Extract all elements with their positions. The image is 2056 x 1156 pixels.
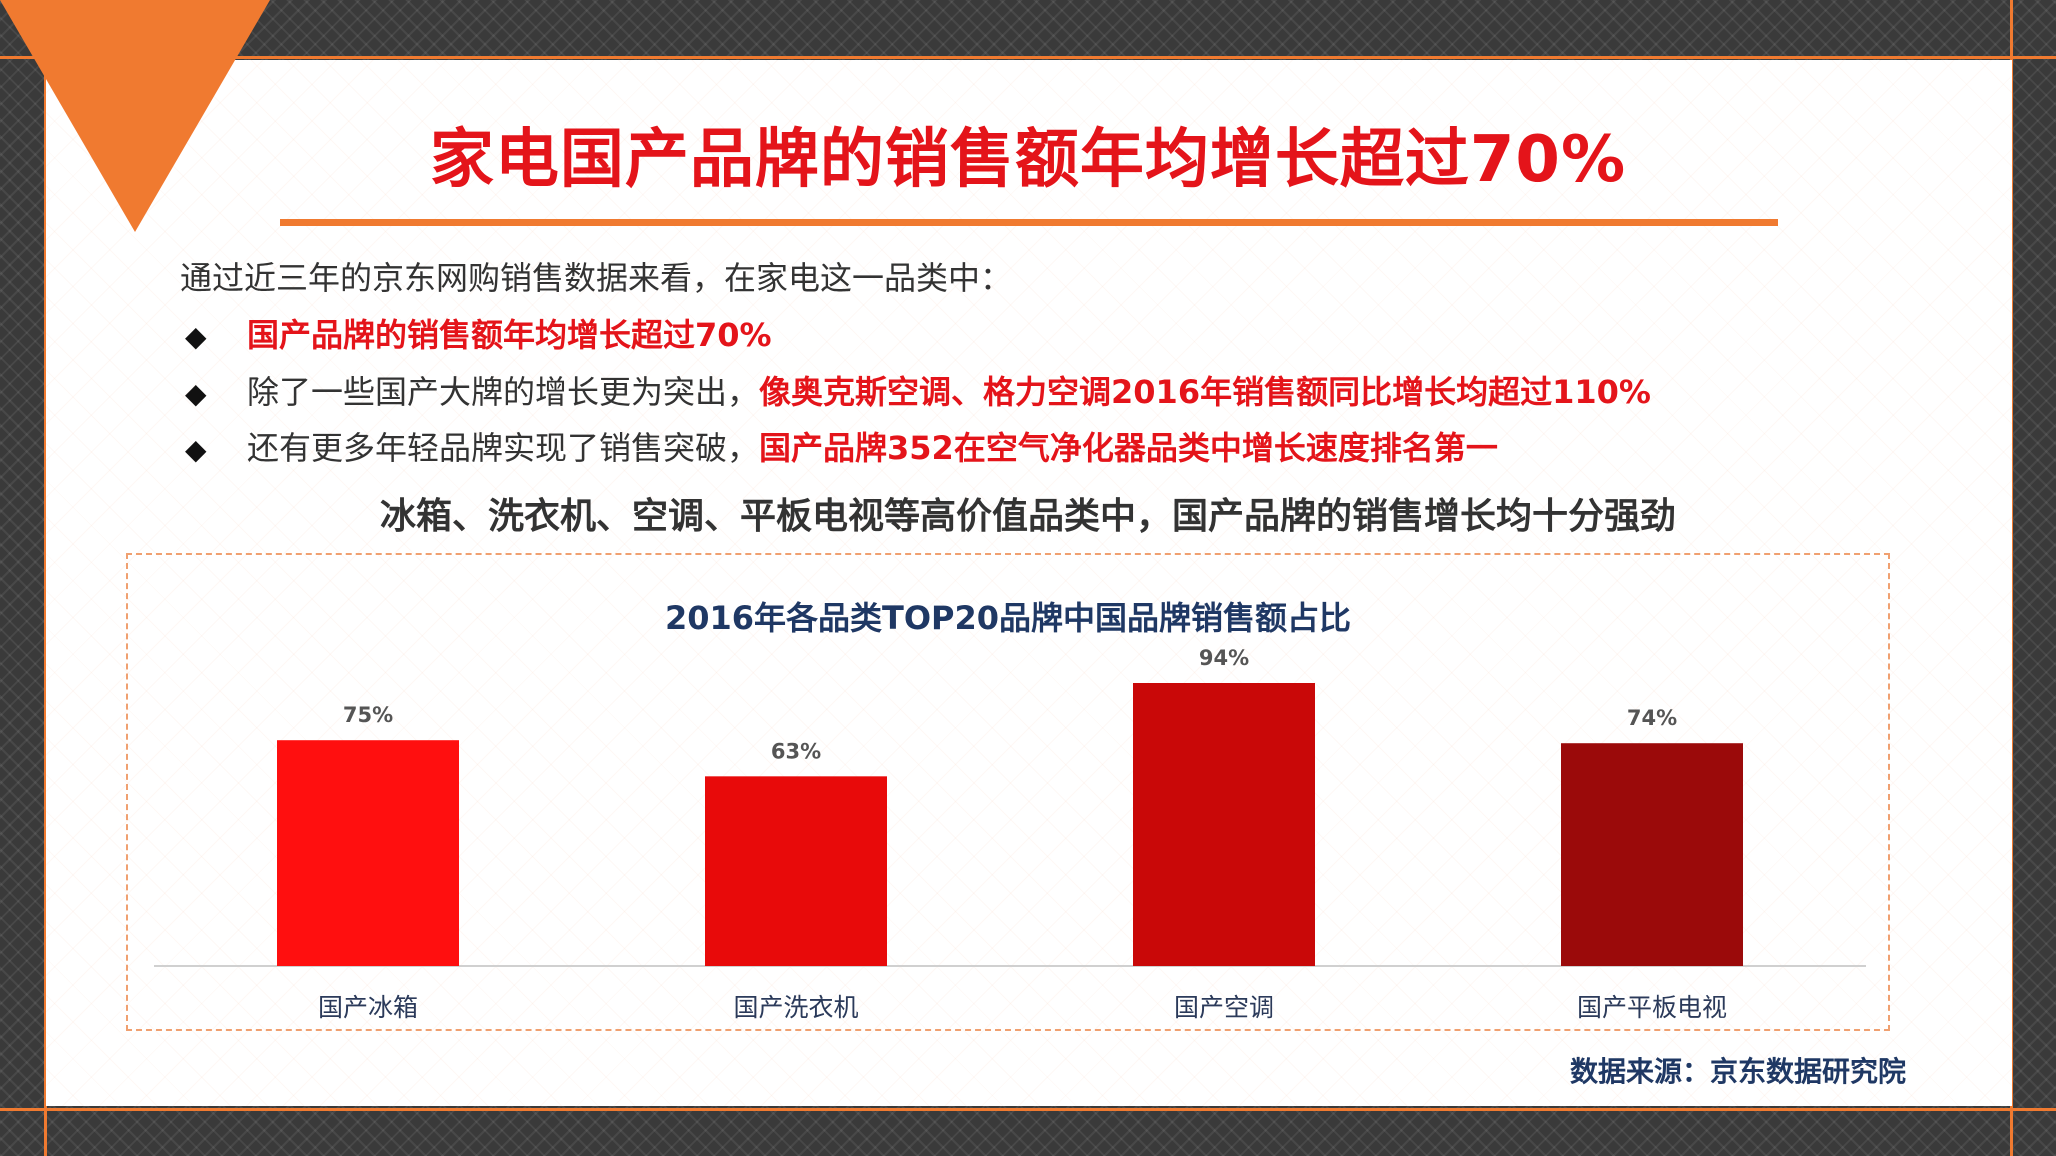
bar-value-label: 94% [1199, 646, 1249, 670]
bullet-highlight-text: 像奥克斯空调、格力空调2016年销售额同比增长均超过110% [759, 373, 1651, 411]
bullet-highlight-text: 国产品牌352在空气净化器品类中增长速度排名第一 [759, 429, 1498, 467]
frame-line-left [44, 0, 47, 1156]
corner-triangle-decoration [0, 0, 270, 232]
bar [1561, 743, 1743, 966]
frame-line-top [0, 56, 2056, 59]
chart-title: 2016年各品类TOP20品牌中国品牌销售额占比 [664, 599, 1352, 637]
bar-value-label: 74% [1627, 706, 1677, 730]
intro-text: 通过近三年的京东网购销售数据来看，在家电这一品类中： [180, 259, 1013, 297]
category-label: 国产平板电视 [1577, 993, 1727, 1022]
bar-value-label: 63% [771, 739, 821, 763]
bar [1133, 683, 1315, 966]
bullet-item-3: ◆ 还有更多年轻品牌实现了销售突破，国产品牌352在空气净化器品类中增长速度排名第… [185, 423, 1498, 469]
category-label: 国产空调 [1174, 993, 1274, 1022]
category-label: 国产冰箱 [318, 993, 418, 1022]
diamond-bullet-icon: ◆ [185, 320, 207, 353]
data-source-note: 数据来源：京东数据研究院 [1569, 1055, 1906, 1088]
diamond-bullet-icon: ◆ [185, 433, 207, 466]
bullet-plain-text: 还有更多年轻品牌实现了销售突破， [247, 429, 760, 467]
bullet-item-1: ◆ 国产品牌的销售额年均增长超过70% [185, 310, 772, 356]
title-underline [280, 219, 1778, 226]
bullet-item-2: ◆ 除了一些国产大牌的增长更为突出，像奥克斯空调、格力空调2016年销售额同比增长… [185, 367, 1651, 413]
frame-line-bottom [0, 1108, 2056, 1111]
bar-value-label: 75% [343, 703, 393, 727]
bullet-highlight-text: 国产品牌的销售额年均增长超过70% [247, 316, 772, 354]
bar-chart: 75% 国产冰箱 63% 国产洗衣机 94% 国产空调 74% 国产平板电视 [154, 646, 1866, 1022]
bar [705, 776, 887, 966]
bullet-plain-text: 除了一些国产大牌的增长更为突出， [247, 373, 760, 411]
diamond-bullet-icon: ◆ [185, 377, 207, 410]
chart-container: 2016年各品类TOP20品牌中国品牌销售额占比 75% 国产冰箱 63% 国产洗衣机… [126, 553, 1890, 1031]
category-label: 国产洗衣机 [733, 993, 858, 1022]
section-subheading: 冰箱、洗衣机、空调、平板电视等高价值品类中，国产品牌的销售增长均十分强劲 [379, 496, 1676, 537]
page-title: 家电国产品牌的销售额年均增长超过70% [429, 123, 1627, 197]
bar [277, 740, 459, 966]
